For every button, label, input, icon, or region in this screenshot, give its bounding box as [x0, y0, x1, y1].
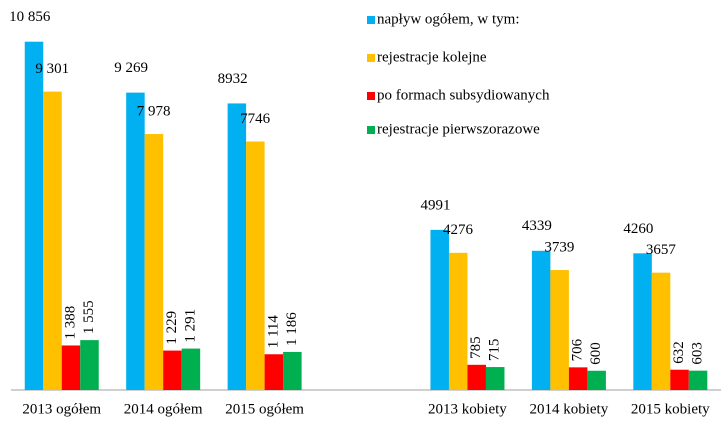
data-label: 4339: [522, 218, 552, 234]
x-tick-label: 2014 ogółem: [124, 401, 203, 417]
bar: [264, 354, 284, 390]
data-label: 9 269: [114, 60, 148, 76]
x-tick-label: 2013 ogółem: [22, 401, 101, 417]
data-label: 1 388: [62, 306, 78, 340]
data-label: 10 856: [9, 9, 51, 25]
bar: [43, 91, 62, 390]
legend-label: rejestracje pierwszorazowe: [377, 121, 540, 137]
data-label: 1 186: [284, 312, 300, 346]
legend-swatch: [367, 16, 375, 24]
x-tick-label: 2013 kobiety: [428, 401, 507, 417]
data-label: 4276: [443, 222, 474, 238]
legend-label: napływ ogółem, w tym:: [377, 11, 520, 27]
data-label: 785: [468, 336, 484, 359]
legend-swatch: [367, 126, 375, 134]
bar: [633, 253, 652, 390]
bar: [227, 103, 247, 390]
bar: [688, 370, 708, 390]
bar: [670, 369, 689, 390]
bar: [181, 348, 201, 390]
bar: [550, 270, 569, 390]
x-tick-label: 2015 ogółem: [225, 401, 304, 417]
bar: [144, 134, 164, 390]
data-label: 1 555: [81, 300, 97, 334]
data-label: 1 114: [265, 315, 281, 349]
data-label: 7 978: [137, 103, 171, 119]
data-label: 7746: [240, 111, 271, 127]
legend-swatch: [367, 54, 375, 62]
data-label: 9 301: [35, 61, 69, 77]
x-tick-label: 2014 kobiety: [529, 401, 608, 417]
data-label: 3739: [544, 239, 574, 255]
bar: [467, 364, 486, 390]
data-label: 3657: [646, 242, 677, 258]
data-label: 1 291: [182, 309, 198, 343]
data-label: 603: [690, 342, 706, 365]
bar: [61, 345, 81, 390]
data-label: 600: [588, 342, 604, 365]
bar: [448, 252, 468, 390]
bar: [283, 351, 302, 390]
bar: [80, 340, 99, 390]
data-label: 8932: [218, 71, 248, 87]
bar: [126, 92, 145, 391]
legend-label: po formach subsydiowanych: [377, 87, 550, 103]
data-label: 4991: [420, 197, 450, 213]
bar: [24, 41, 44, 390]
bar: [430, 229, 449, 390]
bar: [651, 272, 671, 390]
data-label: 632: [671, 341, 687, 364]
data-label: 1 229: [164, 311, 180, 345]
bar: [163, 350, 182, 390]
bar: [531, 250, 551, 390]
data-label: 706: [570, 338, 586, 361]
bar: [485, 367, 505, 390]
data-label: 715: [487, 339, 503, 362]
data-label: 4260: [623, 221, 653, 237]
bar: [568, 367, 588, 390]
bar: [246, 141, 265, 390]
x-tick-label: 2015 kobiety: [631, 401, 710, 417]
legend-swatch: [367, 92, 375, 100]
legend-label: rejestracje kolejne: [377, 49, 487, 65]
bar: [587, 370, 606, 390]
